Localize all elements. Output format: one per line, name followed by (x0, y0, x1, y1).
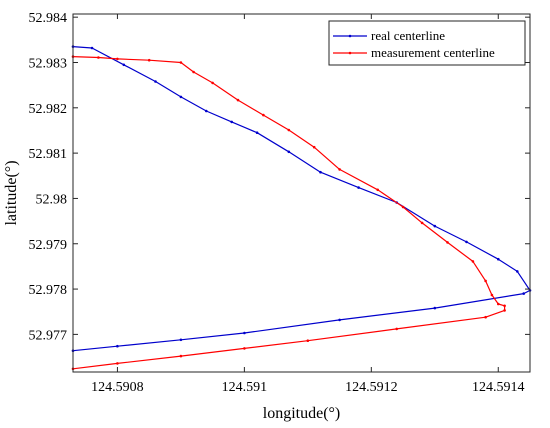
series-layer (71, 45, 532, 371)
data-point-real-centerline (205, 109, 208, 113)
data-point-measurement-centerline (147, 58, 151, 62)
data-point-measurement-centerline (262, 113, 265, 117)
data-point-measurement-centerline (471, 260, 475, 263)
data-point-real-centerline (243, 331, 246, 335)
data-point-measurement-centerline (420, 221, 424, 225)
data-point-real-centerline (255, 131, 259, 134)
data-point-real-centerline (116, 344, 119, 348)
data-point-real-centerline (90, 46, 94, 50)
series-line-real-centerline (72, 46, 531, 352)
data-point-measurement-centerline (211, 81, 214, 85)
y-tick-label: 52.981 (29, 147, 68, 162)
data-point-real-centerline (179, 95, 183, 99)
data-point-real-centerline (497, 257, 500, 261)
x-tick-label: 124.591 (222, 380, 268, 395)
legend-box (328, 20, 526, 66)
data-point-measurement-centerline (236, 98, 240, 102)
data-point-measurement-centerline (503, 304, 506, 308)
data-point-measurement-centerline (179, 61, 183, 64)
data-point-real-centerline (433, 306, 437, 310)
data-point-measurement-centerline (503, 309, 506, 312)
data-point-real-centerline (179, 338, 183, 342)
y-tick-label: 52.983 (29, 56, 68, 71)
legend-marker-measurement-centerline (348, 51, 352, 55)
ticks-layer: 124.5908 124.591 124.5912 124.5914 52.977 52.… (29, 11, 530, 395)
data-point-measurement-centerline (97, 56, 100, 59)
data-point-real-centerline (122, 63, 126, 67)
data-point-measurement-centerline (306, 339, 310, 343)
y-tick-label: 52.984 (29, 11, 68, 26)
data-point-measurement-centerline (243, 347, 246, 350)
x-tick-label: 124.5908 (91, 380, 144, 395)
plot-area (73, 14, 530, 372)
data-point-measurement-centerline (338, 168, 341, 171)
data-point-measurement-centerline (446, 241, 449, 244)
data-point-measurement-centerline (287, 128, 291, 132)
x-tick-label: 124.5914 (472, 380, 525, 395)
data-point-real-centerline (357, 186, 360, 189)
data-point-real-centerline (319, 170, 322, 174)
x-axis-label: longitude(°) (263, 405, 341, 422)
legend-marker-real-centerline (348, 34, 352, 38)
data-point-measurement-centerline (484, 315, 487, 319)
data-point-measurement-centerline (312, 145, 316, 149)
data-point-measurement-centerline (490, 293, 494, 297)
y-tick-label: 52.982 (29, 102, 68, 117)
x-tick-label: 124.5912 (345, 380, 398, 395)
data-point-measurement-centerline (116, 57, 119, 61)
legend-label-measurement-centerline: measurement centerline (371, 45, 495, 60)
data-point-real-centerline (433, 224, 437, 228)
data-point-measurement-centerline (484, 279, 487, 283)
data-point-real-centerline (522, 292, 525, 295)
legend-label-real-centerline: real centerline (371, 28, 445, 43)
data-point-real-centerline (154, 80, 157, 83)
y-tick-label: 52.979 (29, 238, 68, 253)
data-point-real-centerline (230, 120, 233, 124)
plot-frame (72, 13, 531, 373)
data-point-measurement-centerline (497, 302, 500, 306)
y-tick-label: 52.977 (29, 328, 68, 343)
data-point-measurement-centerline (395, 327, 399, 331)
data-point-measurement-centerline (192, 70, 195, 74)
data-point-measurement-centerline (376, 188, 380, 192)
data-point-real-centerline (516, 270, 519, 273)
data-point-measurement-centerline (116, 362, 119, 365)
y-tick-label: 52.98 (36, 192, 68, 207)
legend: real centerline measurement centerline (328, 20, 526, 66)
data-point-real-centerline (287, 150, 291, 154)
data-point-real-centerline (465, 240, 468, 244)
y-axis-label: latitude(°) (3, 160, 20, 225)
y-tick-label: 52.978 (29, 283, 68, 298)
data-point-real-centerline (338, 318, 341, 322)
data-point-measurement-centerline (401, 205, 405, 209)
data-point-measurement-centerline (179, 354, 183, 358)
